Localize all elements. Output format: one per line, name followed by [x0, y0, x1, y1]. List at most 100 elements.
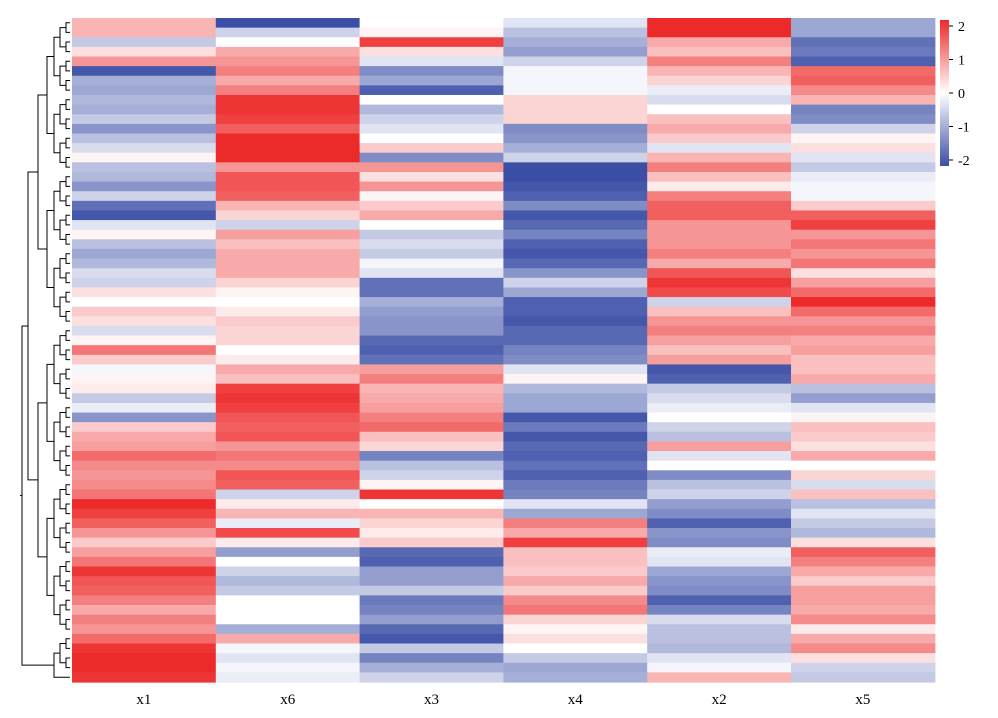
heatmap-cell [359, 37, 504, 48]
heatmap-cell [359, 75, 504, 86]
dendrogram-branch [53, 267, 60, 308]
heatmap-cell [791, 143, 936, 154]
heatmap-cell [503, 566, 648, 577]
heatmap-cell [503, 56, 648, 67]
heatmap-cell [791, 239, 936, 250]
heatmap-cell [503, 239, 648, 250]
legend-tick-label: 1 [958, 54, 965, 69]
heatmap-cell [215, 508, 361, 519]
heatmap-cell [359, 566, 504, 577]
dendrogram-branch [65, 272, 70, 284]
heatmap-cell [791, 528, 936, 539]
heatmap-cell [791, 75, 936, 86]
heatmap-cell [215, 393, 361, 404]
heatmap-cell [791, 393, 936, 404]
heatmap-cell [359, 66, 504, 77]
column-label: x5 [855, 692, 870, 708]
dendrogram-branch [65, 618, 70, 630]
heatmap-cell [359, 470, 504, 481]
dendrogram-branch [65, 368, 70, 380]
heatmap-cell [503, 643, 648, 654]
heatmap-cell [72, 297, 217, 308]
heatmap-cell [215, 614, 361, 625]
heatmap-cell [215, 37, 361, 48]
heatmap-cell [72, 123, 217, 135]
heatmap-cell [647, 258, 792, 269]
heatmap-cell [215, 85, 361, 96]
heatmap-cell [503, 229, 648, 240]
heatmap-cell [359, 374, 504, 385]
dendrogram-branch [65, 387, 70, 399]
heatmap-cell [359, 239, 504, 250]
dendrogram-branch [59, 450, 66, 471]
heatmap-cell [503, 547, 648, 558]
heatmap-cell [359, 422, 504, 433]
heatmap-cell [647, 518, 792, 529]
heatmap-cell [503, 268, 648, 279]
heatmap-cell [791, 460, 936, 471]
heatmap-cell [72, 37, 217, 48]
heatmap-cell [72, 46, 217, 58]
dendrogram-branch [59, 335, 66, 356]
heatmap-cell [72, 441, 217, 452]
heatmap-cell [359, 258, 504, 269]
heatmap-cell [215, 152, 361, 163]
heatmap-cell [503, 614, 648, 625]
heatmap-cell [72, 374, 217, 385]
heatmap-cell [503, 460, 648, 471]
dendrogram-branch [53, 498, 60, 539]
heatmap-cell [791, 547, 936, 558]
heatmap-cell [647, 123, 792, 135]
heatmap-cell [72, 624, 217, 635]
heatmap-cell [72, 508, 217, 519]
heatmap-cell [503, 470, 648, 481]
heatmap-cell [647, 143, 792, 154]
heatmap-cell [503, 672, 648, 683]
heatmap-cell [503, 518, 648, 529]
heatmap-cell [215, 75, 361, 86]
heatmap-cell [791, 633, 936, 645]
heatmap-cell [215, 306, 361, 317]
heatmap-cell [791, 287, 936, 298]
dendrogram-branch [65, 464, 70, 476]
heatmap-cell [359, 643, 504, 654]
heatmap-cell [72, 239, 217, 250]
heatmap-cell [791, 451, 936, 462]
heatmap-cell [72, 470, 217, 481]
heatmap-cell [503, 528, 648, 539]
heatmap-cell [791, 518, 936, 529]
heatmap-cell [359, 316, 504, 327]
heatmap-cell [503, 335, 648, 346]
heatmap-cell [503, 191, 648, 202]
heatmap-cell [359, 441, 504, 452]
heatmap-cell [791, 335, 936, 346]
heatmap-cell [503, 171, 648, 183]
heatmap-cell [215, 672, 361, 683]
heatmap-cell [72, 643, 217, 654]
heatmap-cell [647, 499, 792, 510]
heatmap-cell [791, 624, 936, 635]
heatmap-cell [647, 422, 792, 433]
heatmap-cell [215, 66, 361, 77]
heatmap-cell [791, 258, 936, 269]
heatmap-cell [791, 152, 936, 163]
heatmap-cell [72, 162, 217, 173]
heatmap-cell [503, 556, 648, 568]
heatmap-cell [215, 316, 361, 327]
heatmap-cell [791, 499, 936, 510]
heatmap-cell [791, 248, 936, 260]
heatmap-cell [359, 200, 504, 212]
heatmap-cell [72, 393, 217, 404]
heatmap-cell [359, 576, 504, 587]
heatmap-cell [791, 191, 936, 202]
heatmap-cell [359, 27, 504, 38]
heatmap-cell [359, 585, 504, 596]
heatmap-cell [215, 94, 361, 106]
heatmap-cell [72, 306, 217, 317]
heatmap-cell [215, 412, 361, 423]
heatmap-cell [359, 229, 504, 240]
heatmap-cell [72, 75, 217, 86]
heatmap-cell [215, 325, 361, 337]
dendrogram-branch [65, 157, 70, 168]
